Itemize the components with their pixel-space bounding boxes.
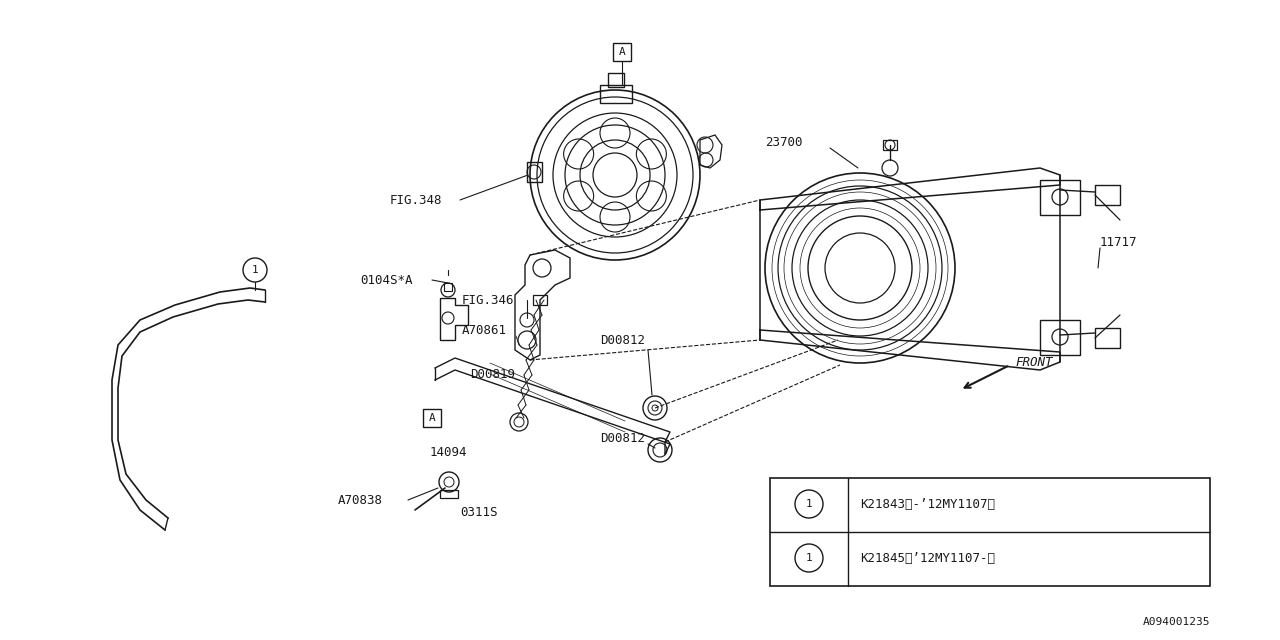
Bar bbox=[1039, 320, 1080, 355]
Text: FIG.348: FIG.348 bbox=[390, 193, 443, 207]
Text: 0311S: 0311S bbox=[460, 506, 498, 518]
Bar bbox=[1039, 180, 1080, 215]
Text: A: A bbox=[429, 413, 435, 423]
Bar bbox=[613, 43, 631, 61]
Bar bbox=[1094, 185, 1120, 205]
Text: 1: 1 bbox=[805, 499, 813, 509]
Bar bbox=[883, 140, 897, 150]
Bar bbox=[422, 409, 442, 427]
Bar bbox=[440, 490, 458, 498]
Text: K21843（-’12MY1107）: K21843（-’12MY1107） bbox=[860, 497, 995, 511]
Text: 0104S*A: 0104S*A bbox=[360, 273, 412, 287]
Text: D00812: D00812 bbox=[600, 333, 645, 346]
Bar bbox=[600, 85, 632, 103]
Text: FIG.346: FIG.346 bbox=[462, 294, 515, 307]
Bar bbox=[444, 283, 452, 291]
Text: 1: 1 bbox=[805, 553, 813, 563]
Bar bbox=[771, 478, 1210, 586]
Bar bbox=[527, 162, 541, 182]
Text: 23700: 23700 bbox=[765, 136, 803, 148]
Bar bbox=[532, 295, 547, 305]
Text: 14094: 14094 bbox=[430, 445, 467, 458]
Text: A: A bbox=[618, 47, 626, 57]
Text: FRONT: FRONT bbox=[1015, 355, 1052, 369]
Text: A70861: A70861 bbox=[462, 323, 507, 337]
Text: A094001235: A094001235 bbox=[1143, 617, 1210, 627]
Text: D00819: D00819 bbox=[470, 369, 515, 381]
Text: A70838: A70838 bbox=[338, 493, 383, 506]
Bar bbox=[1094, 328, 1120, 348]
Text: K21845（’12MY1107-）: K21845（’12MY1107-） bbox=[860, 552, 995, 564]
Text: 11717: 11717 bbox=[1100, 236, 1138, 248]
Bar bbox=[608, 73, 625, 87]
Text: D00812: D00812 bbox=[600, 431, 645, 445]
Text: 1: 1 bbox=[252, 265, 259, 275]
